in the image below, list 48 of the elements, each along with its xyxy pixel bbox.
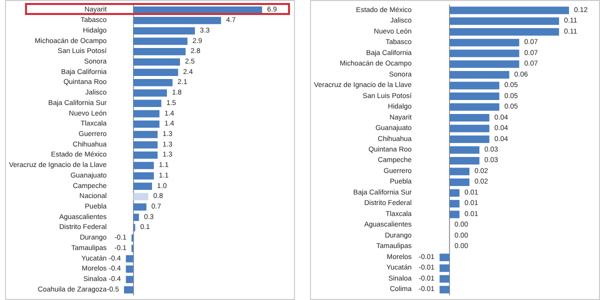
bar <box>133 58 180 66</box>
bar <box>133 152 158 159</box>
bar <box>133 79 173 86</box>
bar <box>440 264 450 272</box>
bar <box>450 189 460 197</box>
bar <box>450 146 480 154</box>
bar <box>124 286 134 294</box>
bar <box>450 71 510 79</box>
bar <box>450 200 460 208</box>
bar <box>450 210 460 218</box>
bar <box>450 6 569 14</box>
bar <box>133 110 160 118</box>
bar <box>133 192 148 200</box>
bar <box>133 182 152 190</box>
bar <box>450 82 500 90</box>
bar <box>133 203 146 211</box>
bar <box>450 114 490 122</box>
bar <box>133 120 160 128</box>
bar <box>450 136 490 144</box>
bar <box>450 156 480 164</box>
bar <box>133 68 178 76</box>
bar <box>440 254 450 262</box>
bar <box>133 130 158 138</box>
bar <box>450 17 560 25</box>
bar <box>450 38 520 46</box>
bar <box>450 103 500 111</box>
bar <box>133 38 188 45</box>
bar <box>450 50 520 58</box>
bar <box>133 27 195 35</box>
bar <box>133 214 139 221</box>
bar <box>126 276 134 284</box>
bar <box>450 178 470 186</box>
bar <box>126 265 134 273</box>
bar <box>440 286 450 294</box>
bar <box>133 162 154 170</box>
bar <box>133 172 154 180</box>
bar <box>450 28 560 36</box>
bar <box>133 16 222 24</box>
bar <box>450 60 520 68</box>
bar <box>133 48 186 56</box>
bar <box>450 168 470 176</box>
bar <box>440 275 450 283</box>
bar <box>133 89 167 97</box>
bar <box>133 100 162 108</box>
bar <box>450 124 490 132</box>
bar <box>126 255 134 262</box>
bar <box>133 141 158 148</box>
bar <box>450 92 500 100</box>
